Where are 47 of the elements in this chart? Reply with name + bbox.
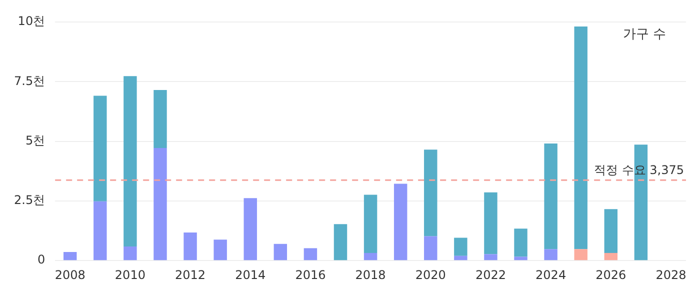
x-tick-label: 2016 — [295, 268, 326, 282]
bar — [274, 244, 288, 260]
bar — [334, 224, 348, 260]
x-tick-label: 2024 — [536, 268, 566, 282]
bar — [154, 90, 167, 148]
bar — [124, 76, 137, 247]
bar — [484, 192, 498, 254]
bar — [364, 252, 378, 260]
x-tick-label: 2010 — [114, 268, 146, 282]
y-tick-label: 5천 — [25, 133, 46, 148]
y-tick-label: 2.5천 — [14, 193, 46, 208]
y-tick-label: 10천 — [18, 14, 46, 28]
y-tick-label: 0 — [37, 252, 46, 267]
bar — [454, 256, 468, 260]
bar — [304, 248, 318, 260]
x-tick-label: 2014 — [235, 268, 266, 282]
x-tick-label: 2028 — [656, 268, 686, 282]
x-tick-label: 2012 — [175, 268, 206, 282]
bar — [63, 252, 77, 260]
bar — [244, 198, 257, 260]
bar — [574, 249, 588, 260]
bar — [484, 254, 498, 260]
x-tick-label: 2020 — [415, 268, 446, 282]
bar — [364, 194, 378, 253]
x-tick-label: 2008 — [54, 268, 86, 282]
bar — [424, 236, 438, 260]
bar — [424, 150, 438, 236]
bar — [514, 228, 528, 257]
bar — [184, 232, 197, 260]
bar — [94, 201, 107, 260]
bar — [454, 238, 468, 256]
bar — [604, 252, 618, 260]
bar — [214, 240, 227, 260]
x-tick-label: 2022 — [475, 268, 506, 282]
bar — [394, 184, 408, 260]
bar — [154, 148, 167, 260]
bar — [544, 143, 558, 250]
y-tick-label: 7.5천 — [14, 74, 46, 88]
bar — [574, 26, 588, 250]
x-tick-label: 2026 — [596, 268, 626, 282]
bar — [544, 249, 558, 260]
bar — [514, 256, 528, 260]
annotation: 가구 수 — [622, 26, 666, 42]
bar — [604, 209, 618, 253]
bar — [94, 96, 107, 202]
x-tick-label: 2018 — [355, 268, 386, 282]
bar — [124, 246, 137, 260]
